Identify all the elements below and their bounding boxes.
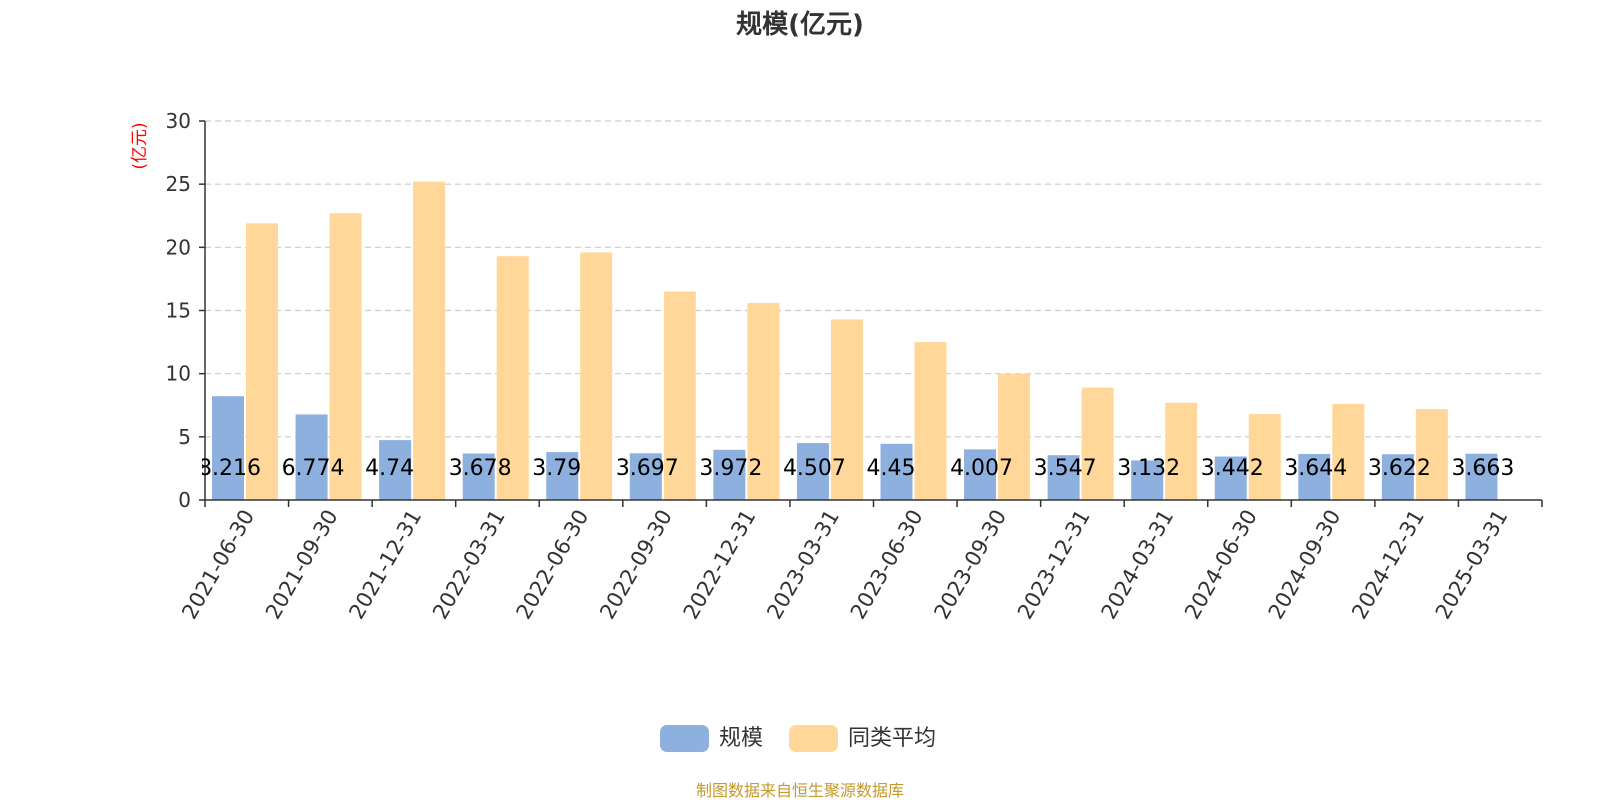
- x-tick-label: 2023-09-30: [929, 506, 1011, 624]
- bar-peer-average: [1332, 403, 1365, 500]
- data-label-scale: 3.442: [1201, 456, 1264, 481]
- chart-title: 规模(亿元): [736, 10, 864, 40]
- grid-lines: [205, 120, 1542, 438]
- y-tick-label: 30: [166, 109, 191, 133]
- data-label-scale: 4.507: [783, 456, 846, 481]
- y-tick-label: 25: [166, 172, 191, 196]
- bar-peer-average: [663, 291, 696, 500]
- y-tick-label: 15: [166, 299, 191, 323]
- bars: [212, 181, 1498, 500]
- bar-scale: [1047, 455, 1080, 500]
- y-tick-label: 0: [178, 488, 191, 512]
- bar-scale: [462, 453, 495, 500]
- data-source-note: 制图数据来自恒生聚源数据库: [696, 781, 904, 800]
- x-tick-label: 2022-03-31: [428, 506, 510, 624]
- x-tick-label: 2024-09-30: [1264, 506, 1346, 624]
- x-tick-label: 2021-06-30: [177, 506, 259, 624]
- data-label-scale: 3.972: [699, 456, 762, 481]
- bar-peer-average: [496, 256, 529, 500]
- data-labels: 8.216 6.774 4.74 3.678 3.79 3.697 3.972 4.507 4.…: [198, 456, 1514, 481]
- bar-scale: [379, 440, 412, 500]
- x-tick-label: 2021-12-31: [344, 506, 426, 624]
- data-label-scale: 3.132: [1117, 456, 1180, 481]
- bar-peer-average: [329, 213, 362, 500]
- bar-peer-average: [413, 181, 446, 500]
- x-tick-label: 2024-12-31: [1347, 506, 1429, 624]
- data-label-scale: 3.547: [1034, 456, 1097, 481]
- data-label-scale: 8.216: [198, 456, 261, 481]
- data-label-scale: 3.644: [1284, 456, 1347, 481]
- bar-scale: [295, 414, 328, 500]
- bar-peer-average: [1415, 409, 1448, 500]
- x-tick-label: 2022-09-30: [595, 506, 677, 624]
- data-label-scale: 3.79: [532, 456, 581, 481]
- bar-peer-average: [914, 342, 947, 500]
- bar-scale: [212, 396, 244, 500]
- x-axis-ticks: 2021-06-30 2021-09-30 2021-12-31 2022-03-31…: [177, 506, 1512, 624]
- bar-peer-average: [747, 302, 780, 500]
- bar-peer-average: [246, 223, 278, 500]
- data-label-scale: 6.774: [282, 456, 345, 481]
- legend: 规模 同类平均: [660, 725, 936, 752]
- x-tick-label: 2024-06-30: [1180, 506, 1262, 624]
- bar-peer-average: [580, 252, 613, 500]
- data-label-scale: 3.663: [1451, 456, 1514, 481]
- y-axis-ticks: 0 5 10 15 20 25 30: [166, 109, 191, 512]
- x-tick-label: 2023-06-30: [846, 506, 928, 624]
- bar-scale: [1298, 453, 1331, 500]
- data-label-scale: 3.678: [449, 456, 512, 481]
- bar-scale: [964, 449, 997, 500]
- bar-scale: [1465, 453, 1498, 500]
- x-tick-label: 2023-12-31: [1013, 506, 1095, 624]
- bar-scale: [1131, 460, 1164, 500]
- bar-scale: [713, 449, 746, 500]
- x-tick-label: 2024-03-31: [1096, 506, 1178, 624]
- bar-peer-average: [998, 373, 1031, 500]
- bar-peer-average: [830, 319, 863, 500]
- data-label-scale: 4.45: [867, 456, 916, 481]
- legend-label-peer-average: 同类平均: [848, 726, 936, 751]
- y-axis-unit-label: (亿元): [130, 122, 150, 169]
- y-tick-label: 5: [178, 425, 191, 449]
- y-tick-label: 10: [166, 362, 191, 386]
- bar-scale: [629, 453, 662, 500]
- data-label-scale: 4.74: [365, 456, 414, 481]
- bar-peer-average: [1081, 387, 1114, 500]
- bar-scale: [1214, 456, 1247, 500]
- bar-scale: [880, 443, 913, 500]
- y-tick-label: 20: [166, 235, 191, 259]
- x-tick-label: 2023-03-31: [762, 506, 844, 624]
- legend-label-scale: 规模: [719, 726, 763, 751]
- data-label-scale: 3.697: [616, 456, 679, 481]
- x-tick-label: 2021-09-30: [261, 506, 343, 624]
- axes: [199, 120, 1543, 507]
- bar-peer-average: [1165, 402, 1198, 500]
- legend-swatch-peer-average: [789, 725, 838, 752]
- x-tick-label: 2022-06-30: [512, 506, 594, 624]
- bar-scale: [546, 452, 579, 500]
- x-tick-label: 2025-03-31: [1431, 506, 1513, 624]
- bar-scale: [796, 443, 829, 500]
- data-label-scale: 4.007: [950, 456, 1013, 481]
- x-tick-label: 2022-12-31: [679, 506, 761, 624]
- bar-peer-average: [1248, 414, 1281, 500]
- data-label-scale: 3.622: [1368, 456, 1431, 481]
- legend-swatch-scale: [660, 725, 709, 752]
- bar-scale: [1381, 454, 1414, 500]
